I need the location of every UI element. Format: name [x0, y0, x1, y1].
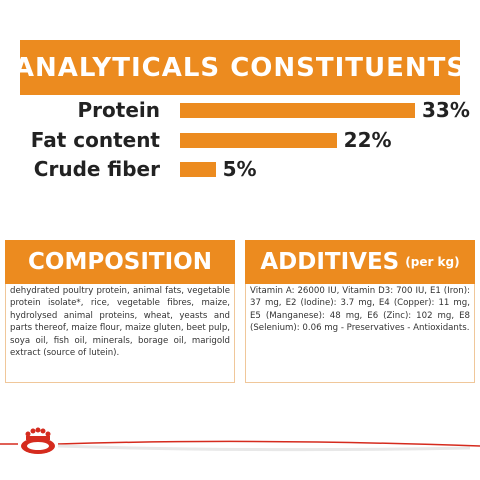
- composition-panel: COMPOSITION dehydrated poultry protein, …: [5, 240, 235, 383]
- additives-title: ADDITIVES: [260, 249, 400, 275]
- category-label: Crude fiber: [33, 157, 160, 181]
- value-label: 22%: [343, 127, 392, 152]
- bar: [180, 162, 216, 177]
- category-label: Fat content: [30, 127, 160, 152]
- value-label: 33%: [422, 98, 470, 122]
- brand-logo: [21, 427, 55, 454]
- additives-text: Vitamin A: 26000 IU, Vitamin D3: 700 IU,…: [250, 286, 470, 334]
- additives-unit: (per kg): [405, 255, 460, 269]
- additives-header: ADDITIVES (per kg): [245, 240, 475, 284]
- footer-shadow: [57, 444, 471, 452]
- value-label: 5%: [222, 157, 257, 181]
- category-label: Protein: [77, 98, 160, 122]
- chart-title: ANALYTICALS CONSTITUENTS: [14, 40, 465, 95]
- logo-inner: [27, 442, 49, 450]
- additives-panel: ADDITIVES (per kg) Vitamin A: 26000 IU, …: [245, 240, 475, 383]
- bar: [180, 132, 337, 148]
- composition-title: COMPOSITION: [5, 240, 235, 284]
- composition-text: dehydrated poultry protein, animal fats,…: [10, 286, 231, 359]
- footer-line: [0, 440, 480, 447]
- bar: [180, 103, 415, 118]
